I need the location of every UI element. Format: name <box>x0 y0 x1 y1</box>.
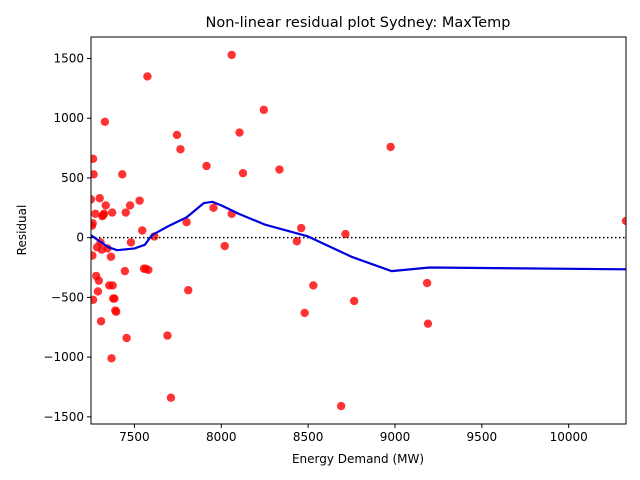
y-tick-label: 0 <box>76 231 84 245</box>
residual-point <box>120 266 130 276</box>
residual-point <box>621 216 626 226</box>
x-tick-label: 9500 <box>467 430 498 444</box>
residual-point <box>101 201 110 210</box>
residual-point <box>121 208 130 217</box>
residual-point <box>125 201 135 210</box>
residual-point <box>135 196 144 205</box>
residual-point <box>202 161 211 171</box>
residual-point <box>144 265 153 275</box>
residual-point <box>100 117 110 127</box>
residual-point <box>300 308 309 318</box>
residual-point <box>94 276 104 285</box>
residual-point <box>259 105 269 115</box>
x-tick-label: 7500 <box>119 430 150 444</box>
residual-point <box>235 128 244 137</box>
residual-point <box>91 195 96 204</box>
residual-point <box>118 170 127 179</box>
axes-frame <box>90 36 627 425</box>
x-tick-label: 8500 <box>293 430 324 444</box>
residual-point <box>93 287 103 296</box>
y-tick-label: 1000 <box>53 111 84 125</box>
residual-point <box>227 50 236 60</box>
residual-point <box>96 317 106 326</box>
residual-point <box>91 219 97 228</box>
residual-point <box>126 238 136 247</box>
x-axis-label: Energy Demand (MW) <box>292 452 424 466</box>
residual-point <box>336 401 346 411</box>
residual-point <box>422 278 432 288</box>
residual-point <box>209 203 218 213</box>
residual-point <box>182 217 191 227</box>
residual-point <box>110 294 119 303</box>
residual-point <box>91 209 100 218</box>
residual-point <box>275 165 284 174</box>
residual-point <box>220 241 229 251</box>
residual-point <box>138 226 147 235</box>
residual-point <box>166 393 176 402</box>
residual-point <box>107 354 116 363</box>
residual-point <box>91 170 98 179</box>
y-tick-label: 1500 <box>53 52 84 66</box>
residual-point <box>143 72 152 81</box>
residual-point <box>95 194 104 203</box>
residual-point <box>349 296 359 306</box>
fit-line <box>91 200 626 273</box>
residual-point <box>341 229 350 239</box>
residual-point <box>106 252 116 261</box>
y-axis-label: Residual <box>15 205 29 256</box>
plot-content <box>91 50 626 411</box>
residual-point <box>176 145 185 154</box>
residual-point <box>107 208 117 217</box>
residual-point <box>309 281 318 290</box>
y-tick-label: −1500 <box>43 410 84 424</box>
residual-point <box>184 286 193 295</box>
x-tick-label: 9000 <box>380 430 411 444</box>
y-tick-label: 500 <box>61 171 84 185</box>
x-tick-label: 10000 <box>550 430 588 444</box>
residual-point <box>386 142 395 152</box>
residual-point <box>122 333 131 343</box>
residual-point <box>91 251 97 260</box>
residual-point <box>108 281 117 290</box>
y-tick-label: −1000 <box>43 350 84 364</box>
residual-point <box>91 154 98 164</box>
residual-point <box>292 237 302 246</box>
residual-point <box>238 168 248 178</box>
residual-point <box>172 130 182 140</box>
residual-point <box>111 307 121 316</box>
chart-title: Non-linear residual plot Sydney: MaxTemp <box>206 15 511 31</box>
x-tick-label: 8000 <box>206 430 237 444</box>
residual-point <box>296 223 306 233</box>
residual-point <box>91 295 98 304</box>
y-tick-label: −500 <box>51 290 84 304</box>
residual-point <box>99 209 109 218</box>
residual-point <box>163 331 172 340</box>
plot-area: 7500 8000 8500 9000 9500 10000 −1500 −1000 −500 0… <box>43 36 627 444</box>
residual-point <box>423 319 433 328</box>
